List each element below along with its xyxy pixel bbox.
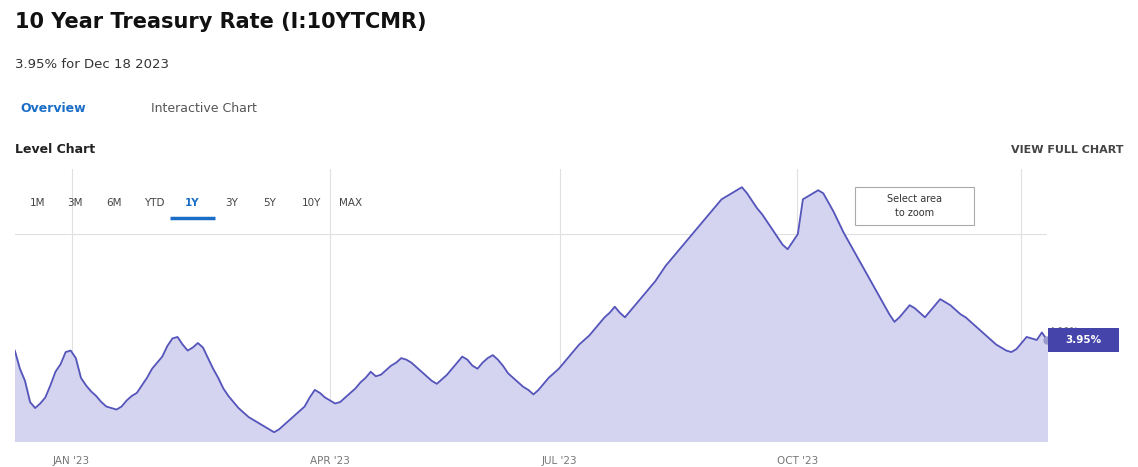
FancyBboxPatch shape [856,187,974,225]
Text: OCT '23: OCT '23 [776,456,818,466]
Text: 10 Year Treasury Rate (I:10YTCMR): 10 Year Treasury Rate (I:10YTCMR) [15,12,427,32]
Text: APR '23: APR '23 [310,456,349,466]
Text: 6M: 6M [106,198,122,208]
Text: YTD: YTD [143,198,164,208]
Text: 3Y: 3Y [225,198,238,208]
Text: JUL '23: JUL '23 [542,456,578,466]
Text: 4.00%: 4.00% [1049,327,1079,338]
Text: MAX: MAX [339,198,362,208]
Text: 3M: 3M [67,198,82,208]
Text: 3.95% for Dec 18 2023: 3.95% for Dec 18 2023 [15,58,168,71]
Text: 10Y: 10Y [302,198,321,208]
Text: 1M: 1M [30,198,46,208]
Text: 5Y: 5Y [263,198,277,208]
Text: Level Chart: Level Chart [15,143,94,156]
Text: Overview: Overview [20,102,86,115]
Text: Select area
to zoom: Select area to zoom [888,194,942,218]
Text: Interactive Chart: Interactive Chart [151,102,257,115]
Text: VIEW FULL CHART: VIEW FULL CHART [1011,145,1123,155]
FancyBboxPatch shape [1048,328,1120,352]
Text: 1Y: 1Y [185,198,199,208]
Text: 3.95%: 3.95% [1065,335,1102,345]
Text: JAN '23: JAN '23 [53,456,90,466]
